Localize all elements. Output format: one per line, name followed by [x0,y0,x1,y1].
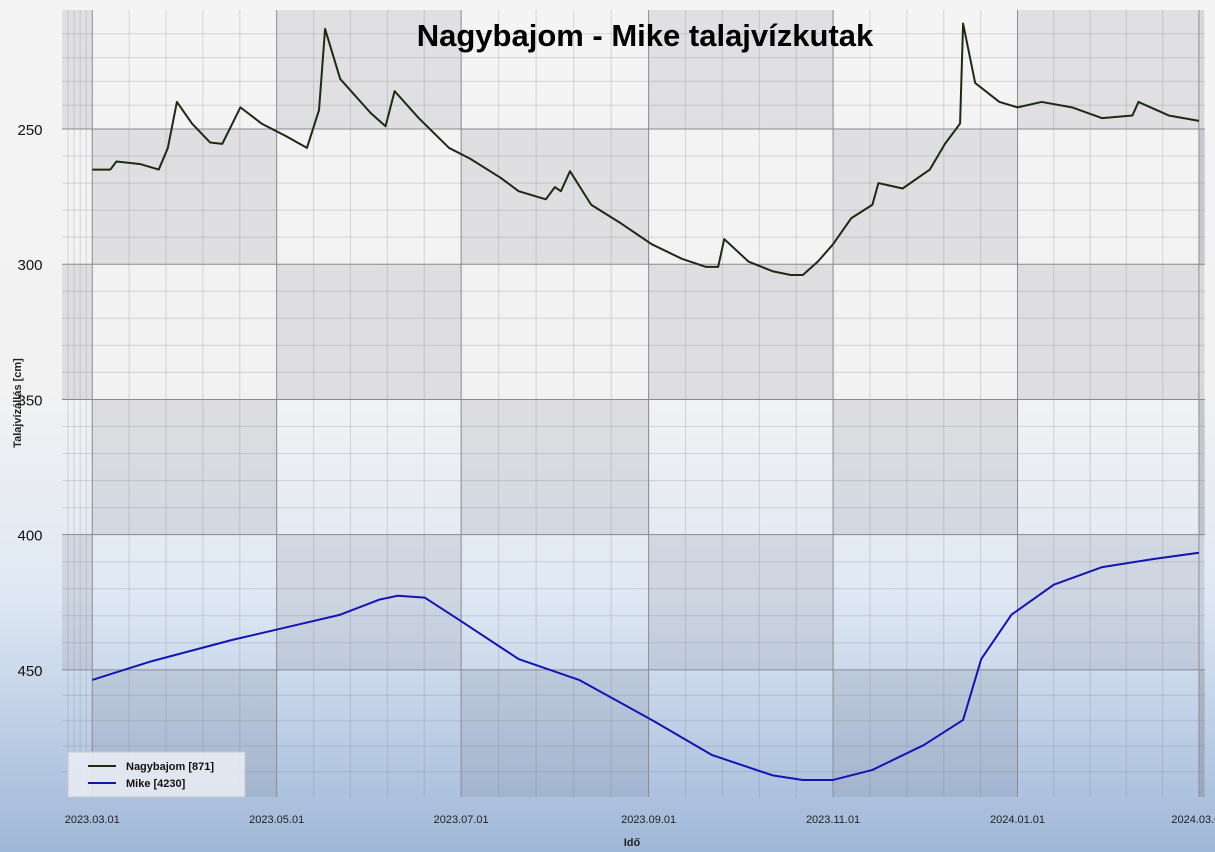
legend-label: Mike [4230] [126,778,186,790]
grid-cell [833,399,1018,535]
x-tick-label: 2023.09.01 [621,814,676,826]
grid-cell [62,264,93,400]
grid-cell [461,399,649,535]
grid-cell [461,128,649,265]
y-tick-label: 400 [17,528,42,545]
x-tick-label: 2023.07.01 [434,814,489,826]
grid-cell [1198,128,1205,265]
x-axis-label: Idő [624,837,641,849]
legend-label: Nagybajom [871] [126,761,214,773]
x-tick-label: 2024.03.01 [1171,814,1215,826]
grid-cell [461,669,649,797]
grid-cell [1017,10,1199,129]
grid-cell [92,399,277,535]
x-tick-label: 2023.11.01 [806,814,860,826]
x-tick-label: 2023.05.01 [249,814,304,826]
y-tick-label: 250 [17,122,42,139]
grid-cell [62,10,93,129]
grid-cell [1198,399,1205,535]
grid-cell [648,10,834,129]
grid-cell [648,264,834,400]
grid-cell [833,669,1018,797]
y-axis-label: Talajvízállás [cm] [12,358,24,448]
x-tick-label: 2024.01.01 [990,814,1045,826]
y-tick-label: 450 [17,663,42,680]
grid-cell [1017,264,1199,400]
chart-title: Nagybajom - Mike talajvízkutak [417,18,874,53]
grid-cell [1017,534,1199,670]
grid-cell [833,128,1018,265]
grid-cell [1198,669,1205,797]
data-line [91,551,1200,781]
grid-cell [648,534,834,670]
grid-cell [276,264,462,400]
data-line [92,22,1200,277]
grid-cell [62,534,93,670]
x-tick-label: 2023.03.01 [65,814,120,826]
y-tick-label: 350 [17,392,42,409]
grid-cell [276,10,462,129]
legend-box [67,751,246,798]
grid-cell [92,128,277,265]
y-tick-label: 300 [17,257,42,274]
